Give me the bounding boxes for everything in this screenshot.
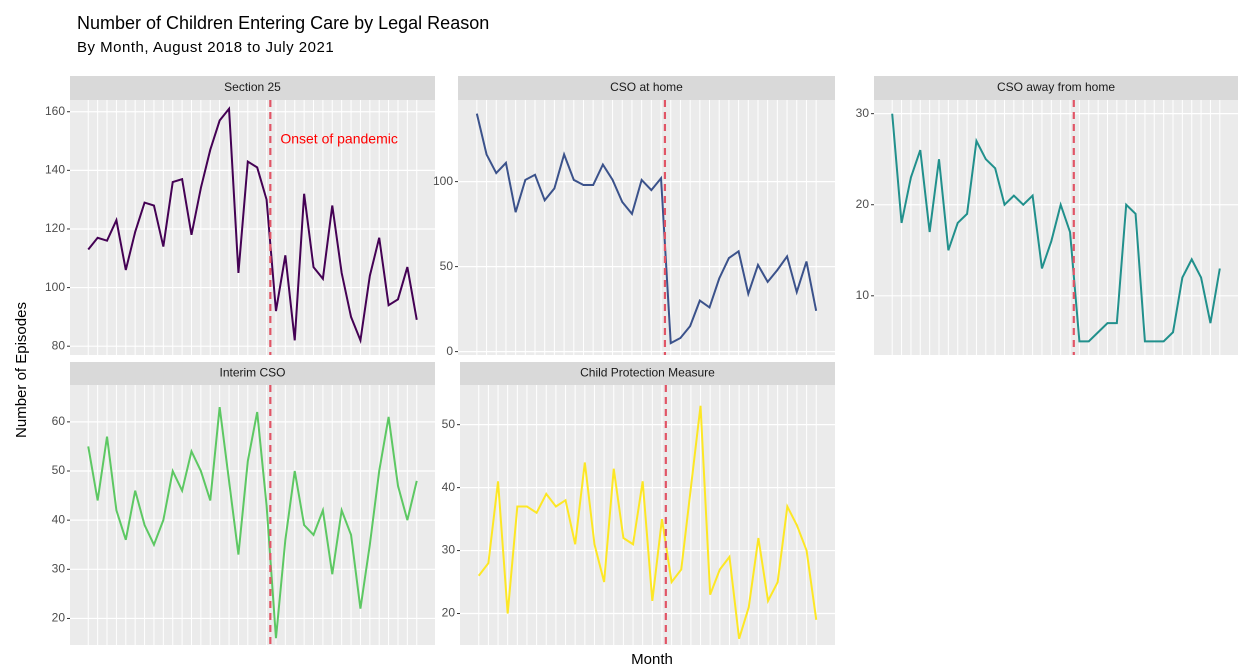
strip xyxy=(460,362,835,385)
y-tick-label: 120 xyxy=(45,221,65,235)
y-tick-label: 20 xyxy=(442,606,456,620)
y-tick-label: 30 xyxy=(442,543,456,557)
y-tick-label: 40 xyxy=(52,512,66,526)
y-tick-label: 20 xyxy=(856,197,870,211)
y-tick-label: 50 xyxy=(52,463,66,477)
panel-background xyxy=(458,100,835,355)
series-line xyxy=(87,406,418,639)
strip-title: CSO away from home xyxy=(997,80,1115,94)
series-line xyxy=(87,106,418,345)
strip xyxy=(874,76,1238,100)
strip xyxy=(70,76,435,100)
y-tick-label: 140 xyxy=(45,163,65,177)
panel-background xyxy=(460,385,835,645)
series-line xyxy=(891,113,1221,343)
y-tick-label: 160 xyxy=(45,104,65,118)
y-tick-label: 100 xyxy=(433,174,453,188)
y-tick-label: 10 xyxy=(856,288,870,302)
strip xyxy=(70,362,435,385)
strip-title: Interim CSO xyxy=(219,366,285,380)
strip-title: CSO at home xyxy=(610,80,683,94)
strip xyxy=(458,76,835,100)
series-line xyxy=(475,113,818,345)
y-tick-label: 0 xyxy=(446,344,453,358)
chart-subtitle: By Month, August 2018 to July 2021 xyxy=(77,39,334,56)
panel-background xyxy=(70,100,435,355)
y-axis-label: Number of Episodes xyxy=(13,302,30,438)
chart-title: Number of Children Entering Care by Lega… xyxy=(77,13,489,33)
y-tick-label: 80 xyxy=(52,338,66,352)
strip-title: Child Protection Measure xyxy=(580,366,715,380)
series-line xyxy=(477,405,818,639)
annotation: Onset of pandemic xyxy=(280,131,398,147)
panel-background xyxy=(70,385,435,645)
y-tick-label: 60 xyxy=(52,414,66,428)
y-tick-label: 30 xyxy=(856,106,870,120)
x-axis-label: Month xyxy=(631,651,673,668)
y-tick-label: 50 xyxy=(440,259,454,273)
y-tick-label: 20 xyxy=(52,611,66,625)
y-tick-label: 30 xyxy=(52,561,66,575)
strip-title: Section 25 xyxy=(224,80,281,94)
y-tick-label: 100 xyxy=(45,280,65,294)
y-tick-label: 50 xyxy=(442,417,456,431)
y-tick-label: 40 xyxy=(442,480,456,494)
